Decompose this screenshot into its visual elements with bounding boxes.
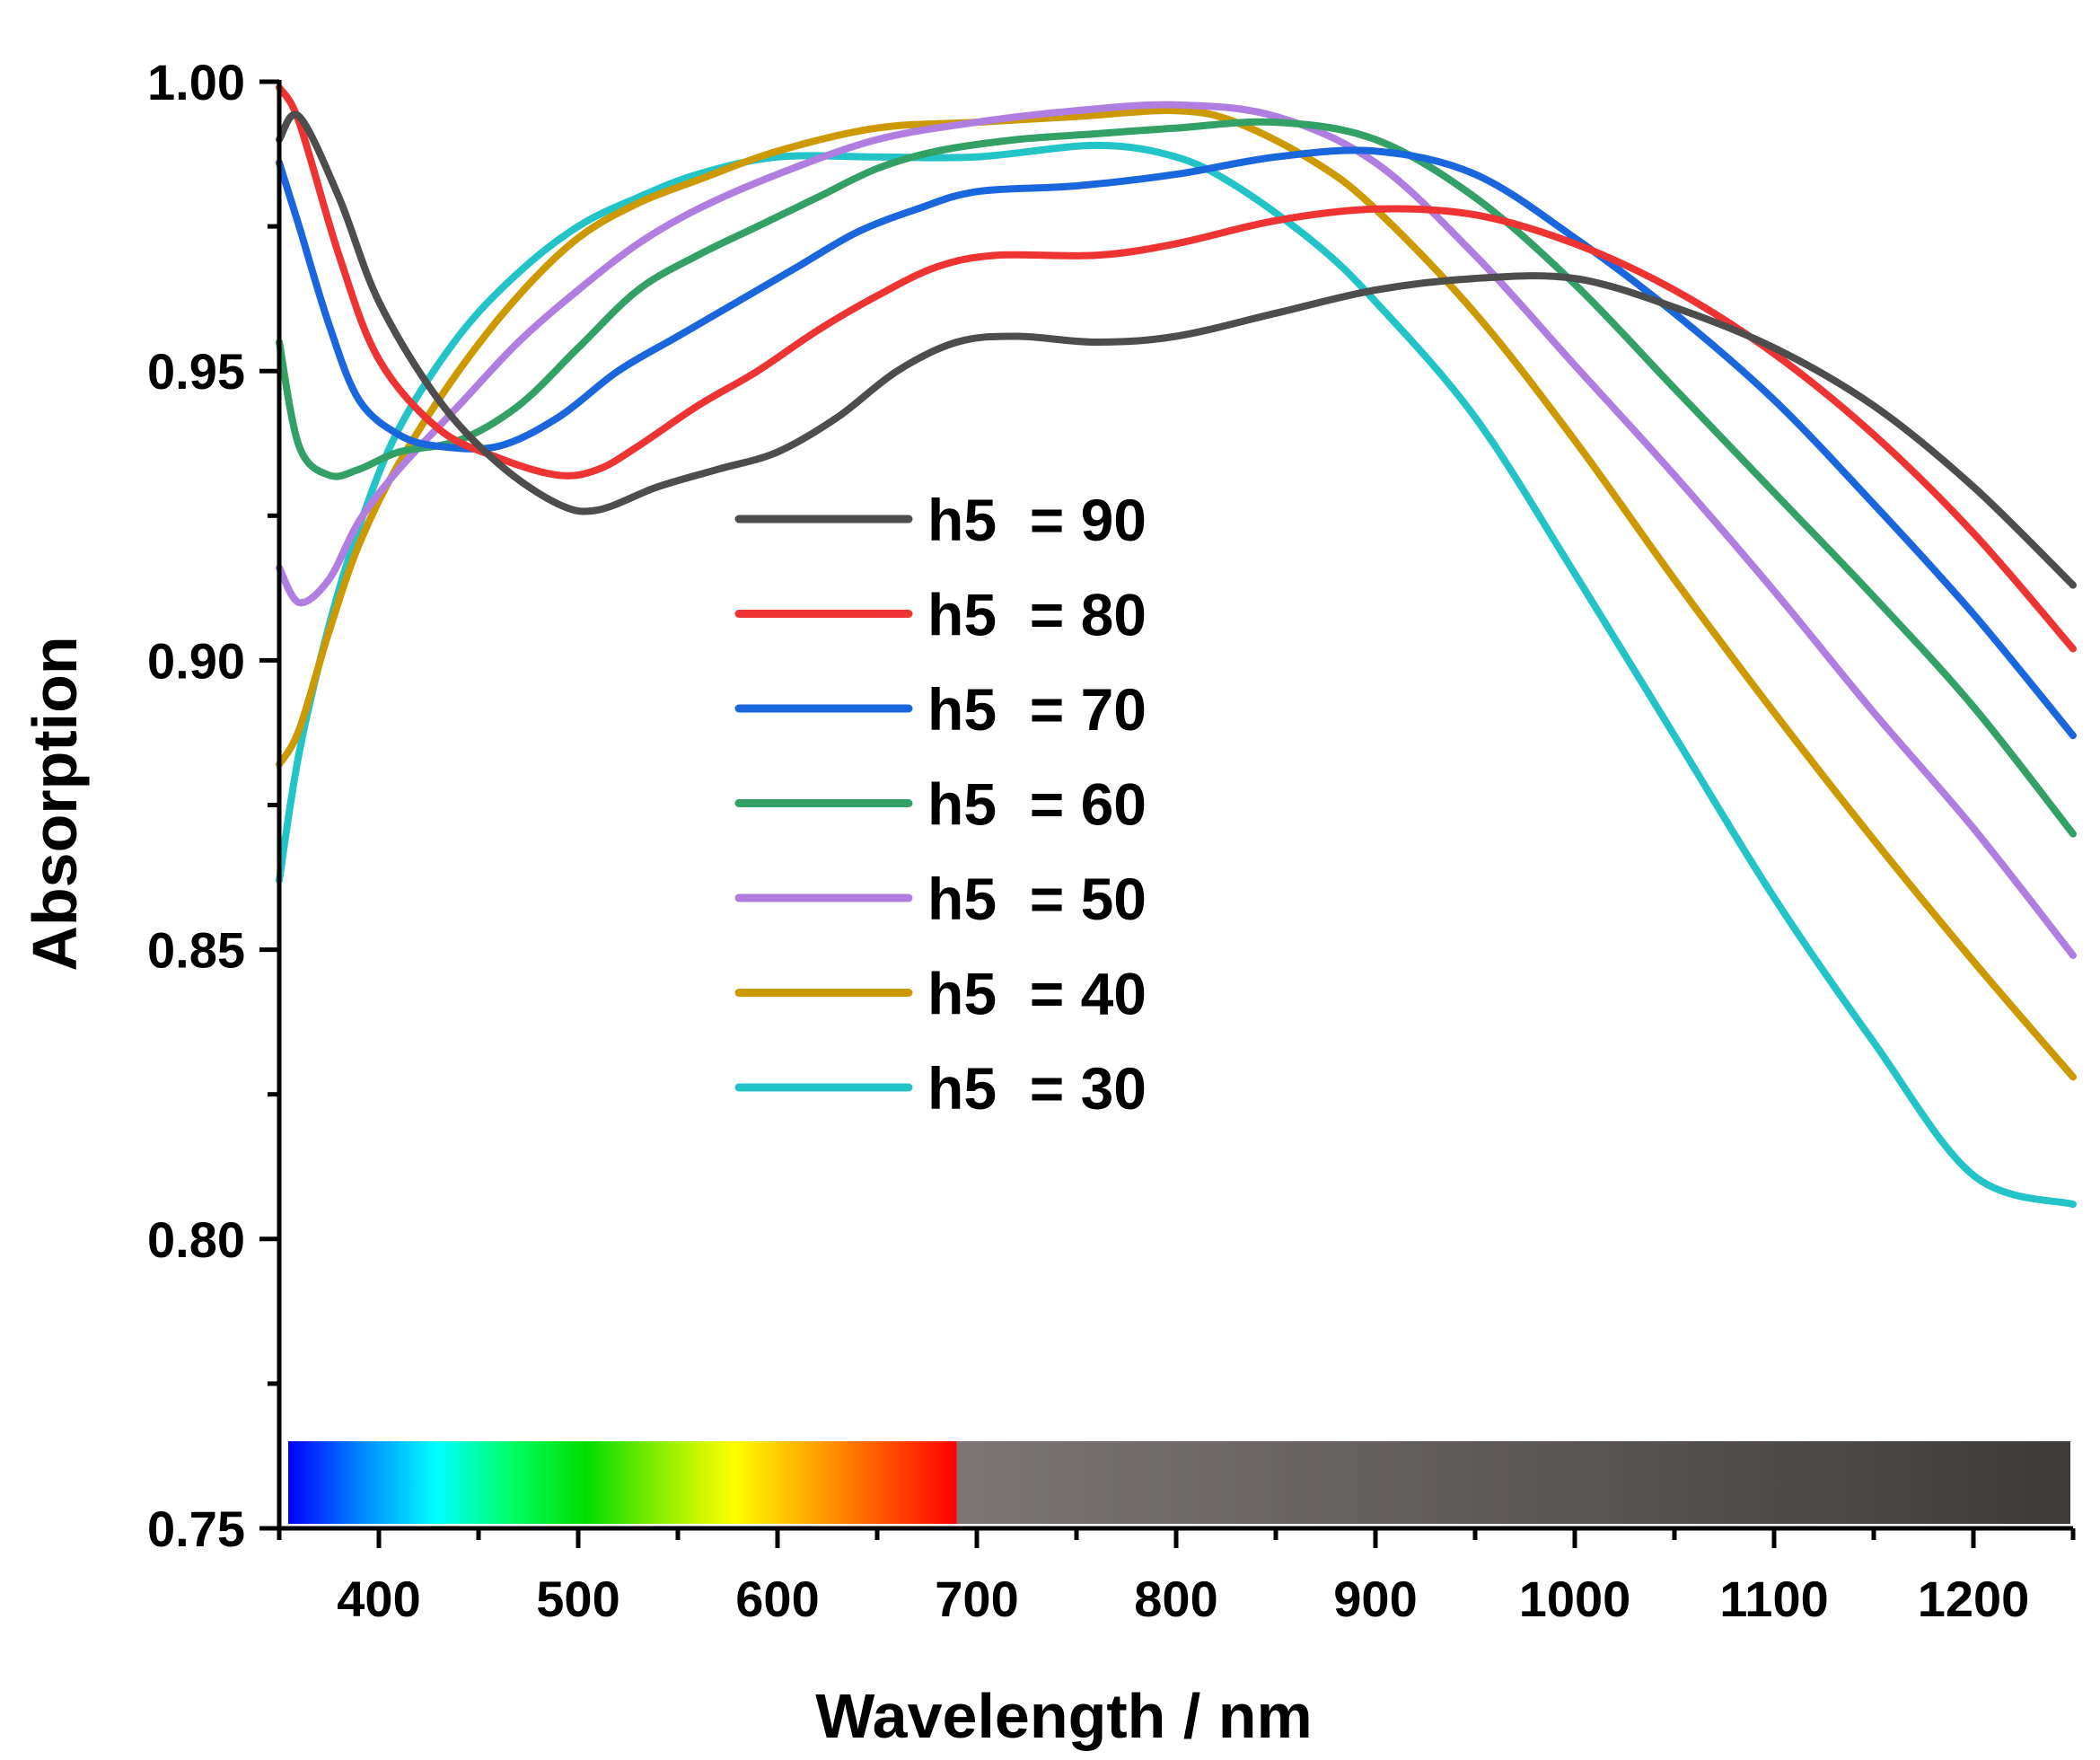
y-tick-label: 0.80 — [147, 1211, 245, 1268]
y-tick-label: 0.95 — [147, 343, 245, 400]
y-tick-label: 0.85 — [147, 922, 245, 979]
y-tick-label: 0.75 — [147, 1500, 245, 1557]
series-line-0 — [276, 110, 2077, 589]
x-tick-label: 500 — [536, 1571, 619, 1627]
y-tick-label: 1.00 — [147, 54, 245, 110]
x-axis-title: Wavelength / nm — [815, 1681, 1313, 1751]
x-tick-label: 1000 — [1519, 1571, 1631, 1627]
x-tick-label: 800 — [1134, 1571, 1217, 1627]
legend-label-4: h5 = 50 — [927, 866, 1147, 932]
series-line-3 — [276, 118, 2077, 838]
x-tick-label: 600 — [735, 1571, 819, 1627]
x-tick-label: 900 — [1333, 1571, 1417, 1627]
series-line-6 — [276, 141, 2077, 1209]
legend-label-0: h5 = 90 — [927, 487, 1147, 553]
x-tick-label: 1200 — [1918, 1571, 2030, 1627]
y-tick-label: 0.90 — [147, 632, 245, 689]
series-line-4 — [276, 101, 2077, 959]
series-line-5 — [276, 107, 2077, 1081]
x-tick-label: 400 — [337, 1571, 420, 1627]
legend-label-2: h5 = 70 — [927, 676, 1147, 743]
legend-label-1: h5 = 80 — [927, 582, 1147, 648]
legend-label-5: h5 = 40 — [927, 961, 1147, 1027]
x-tick-label: 1100 — [1719, 1571, 1829, 1627]
y-axis-title: Absorption — [20, 636, 90, 971]
series-line-1 — [276, 84, 2077, 653]
spectrum-bar-visible — [288, 1441, 957, 1524]
series-line-2 — [276, 146, 2077, 740]
x-tick-label: 700 — [935, 1571, 1018, 1627]
legend-label-3: h5 = 60 — [927, 771, 1147, 838]
legend-label-6: h5 = 30 — [927, 1055, 1147, 1122]
spectrum-bar-infrared — [956, 1441, 2070, 1524]
